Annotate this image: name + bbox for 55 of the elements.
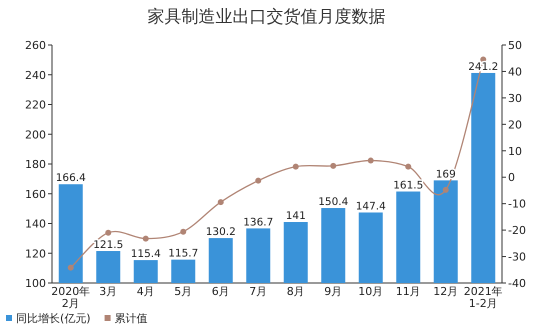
point (405, 164, 412, 170)
x-tick-label: 10月 (358, 285, 384, 298)
chart-title: 家具制造业出口交货值月度数据 (148, 7, 386, 27)
x-tick-label: 2021年 1-2月 (464, 285, 503, 310)
data-label: 115.7 (168, 248, 198, 260)
y2-tick-label: 10 (508, 144, 522, 158)
y2-tick-label: -30 (508, 250, 526, 264)
point (142, 236, 149, 242)
y-tick-label: 200 (25, 128, 46, 142)
x-tick-label: 12月 (433, 285, 458, 298)
point (218, 199, 224, 206)
y2-tick-label: 30 (508, 92, 522, 105)
x-tick-label: 9月 (324, 285, 342, 298)
y2-tick-label: 50 (508, 39, 522, 52)
x-tick-label: 4月 (136, 285, 155, 298)
point (368, 158, 374, 164)
point (330, 162, 336, 169)
data-label: 150.4 (318, 196, 349, 208)
point (292, 164, 299, 170)
x-tick-label: 11月 (396, 285, 421, 298)
x-tick-label: 8月 (286, 285, 305, 298)
data-label: 115.4 (130, 248, 162, 260)
x-tick-label: 7月 (249, 285, 268, 298)
x-tick-label: 6月 (212, 285, 230, 298)
x-tick-label: 5月 (174, 285, 192, 298)
y2-tick-label: 20 (508, 118, 522, 132)
y-tick-label: 220 (25, 98, 46, 112)
point (68, 264, 74, 271)
data-label: 147.4 (356, 200, 386, 212)
y-tick-label: 160 (25, 188, 46, 201)
y2-tick-label: -40 (508, 277, 526, 290)
data-label: 136.7 (243, 216, 274, 228)
legend-label: 累计值 (114, 312, 148, 325)
y2-tick-label: -20 (508, 224, 526, 238)
point (442, 186, 449, 193)
y-tick-label: 120 (25, 247, 46, 260)
data-label: 121.5 (93, 239, 124, 252)
y2-tick-label: -10 (508, 198, 526, 211)
data-label: 141 (286, 210, 306, 222)
y-tick-label: 100 (25, 277, 46, 290)
point (255, 178, 262, 184)
x-tick-label: 3月 (99, 285, 118, 298)
y2-tick-label: 40 (508, 65, 522, 78)
point (105, 230, 112, 236)
x-tick-label: 2020年 2月 (51, 285, 90, 310)
y-tick-label: 140 (25, 218, 46, 230)
point (180, 228, 186, 235)
y-tick-label: 180 (25, 158, 46, 171)
y2-tick-label: 0 (508, 171, 515, 184)
data-label: 130.2 (206, 226, 236, 238)
data-label: 161.5 (393, 180, 424, 192)
y-tick-label: 240 (25, 68, 46, 82)
legend-label: 同比增长(亿元) (16, 312, 91, 325)
data-label: 166.4 (56, 172, 86, 184)
y-tick-label: 260 (25, 39, 46, 52)
